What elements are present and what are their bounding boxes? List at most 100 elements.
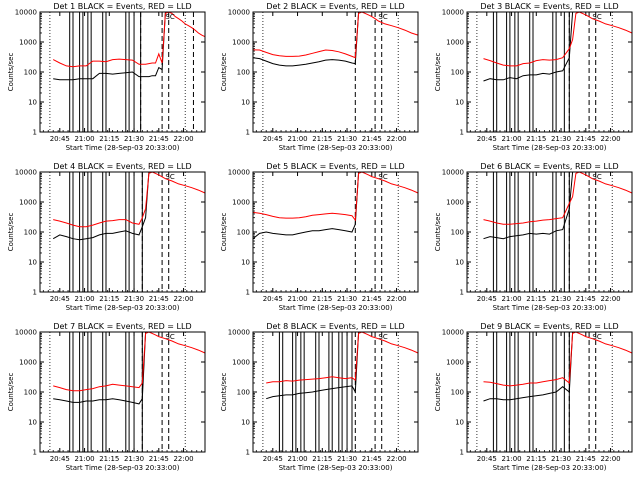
y-tick-label: 10 bbox=[241, 419, 250, 427]
chart-panel-det-4: Det 4 BLACK = Events, RED = LLD Counts/se… bbox=[7, 162, 206, 312]
sc-marker-label: SC bbox=[592, 333, 601, 341]
x-tick-label: 20:45 bbox=[50, 295, 70, 303]
x-tick-label: 21:15 bbox=[312, 295, 332, 303]
chart-title: Det 2 BLACK = Events, RED = LLD bbox=[266, 2, 404, 11]
y-tick-label: 1 bbox=[460, 129, 464, 137]
y-tick-label: 1000 bbox=[19, 359, 37, 367]
y-tick-label: 10 bbox=[241, 259, 250, 267]
series-line-lld bbox=[483, 331, 633, 387]
sc-marker-label: SC bbox=[378, 173, 387, 181]
y-axis-label: Counts/sec bbox=[7, 53, 15, 92]
sc-marker-label: SC bbox=[378, 13, 387, 21]
plot-frame bbox=[39, 11, 206, 133]
x-tick-label: 21:45 bbox=[362, 455, 382, 463]
series-line-lld bbox=[483, 11, 633, 67]
y-axis-label: Counts/sec bbox=[220, 213, 228, 252]
x-tick-label: 21:15 bbox=[526, 135, 546, 143]
chart-title: Det 8 BLACK = Events, RED = LLD bbox=[266, 322, 404, 331]
x-tick-label: 20:45 bbox=[477, 135, 497, 143]
x-tick-label: 21:00 bbox=[287, 135, 307, 143]
x-tick-label: 22:00 bbox=[386, 455, 406, 463]
series-line-events bbox=[53, 11, 166, 81]
x-tick-label: 21:00 bbox=[74, 455, 94, 463]
x-axis-label: Start Time (28-Sep-03 20:33:00) bbox=[279, 144, 393, 152]
x-tick-label: 20:45 bbox=[263, 135, 283, 143]
x-tick-label: 22:00 bbox=[173, 455, 193, 463]
series-line-lld bbox=[53, 171, 206, 228]
x-tick-label: 22:00 bbox=[173, 135, 193, 143]
x-tick-label: 21:45 bbox=[576, 455, 596, 463]
series-line-events bbox=[266, 331, 360, 400]
x-axis-label: Start Time (28-Sep-03 20:33:00) bbox=[66, 144, 180, 152]
series-line-lld bbox=[52, 11, 206, 68]
chart-title: Det 5 BLACK = Events, RED = LLD bbox=[266, 162, 404, 171]
series-line-events bbox=[483, 331, 574, 402]
y-axis-label: Counts/sec bbox=[7, 213, 15, 252]
y-tick-label: 10 bbox=[28, 419, 37, 427]
chart-title: Det 3 BLACK = Events, RED = LLD bbox=[480, 2, 618, 11]
chart-title: Det 9 BLACK = Events, RED = LLD bbox=[480, 322, 618, 331]
y-tick-label: 10 bbox=[455, 259, 464, 267]
x-tick-label: 21:45 bbox=[576, 135, 596, 143]
x-tick-label: 22:00 bbox=[600, 295, 620, 303]
y-tick-label: 100 bbox=[24, 229, 37, 237]
y-tick-label: 100 bbox=[237, 229, 250, 237]
x-tick-label: 21:30 bbox=[124, 455, 144, 463]
y-tick-label: 10000 bbox=[228, 9, 250, 17]
x-axis-label: Start Time (28-Sep-03 20:33:00) bbox=[279, 464, 393, 472]
chart-panel-det-5: Det 5 BLACK = Events, RED = LLD Counts/se… bbox=[220, 162, 419, 312]
x-tick-label: 21:45 bbox=[149, 295, 169, 303]
series-line-events bbox=[252, 171, 360, 240]
chart-title: Det 6 BLACK = Events, RED = LLD bbox=[480, 162, 618, 171]
y-tick-label: 1 bbox=[33, 449, 37, 457]
y-tick-label: 1 bbox=[246, 129, 250, 137]
x-tick-label: 20:45 bbox=[477, 455, 497, 463]
x-tick-label: 21:45 bbox=[149, 135, 169, 143]
x-tick-label: 22:00 bbox=[173, 295, 193, 303]
y-tick-label: 10 bbox=[28, 259, 37, 267]
x-tick-label: 21:45 bbox=[362, 295, 382, 303]
chart-panel-det-1: Det 1 BLACK = Events, RED = LLD Counts/se… bbox=[7, 2, 206, 152]
x-axis-label: Start Time (28-Sep-03 20:33:00) bbox=[66, 464, 180, 472]
y-tick-label: 1 bbox=[246, 289, 250, 297]
y-axis-label: Counts/sec bbox=[434, 53, 442, 92]
x-tick-label: 21:15 bbox=[99, 455, 119, 463]
y-tick-label: 1000 bbox=[232, 359, 250, 367]
x-tick-label: 21:30 bbox=[124, 295, 144, 303]
plot-frame bbox=[252, 11, 419, 133]
y-tick-label: 10000 bbox=[442, 9, 464, 17]
chart-panel-det-6: Det 6 BLACK = Events, RED = LLD Counts/se… bbox=[434, 162, 633, 312]
plot-frame bbox=[39, 331, 206, 453]
x-tick-label: 20:45 bbox=[50, 455, 70, 463]
chart-panel-det-9: Det 9 BLACK = Events, RED = LLD Counts/se… bbox=[434, 322, 633, 472]
y-tick-label: 10000 bbox=[15, 9, 37, 17]
x-tick-label: 22:00 bbox=[386, 135, 406, 143]
y-axis-label: Counts/sec bbox=[220, 53, 228, 92]
x-axis-label: Start Time (28-Sep-03 20:33:00) bbox=[279, 304, 393, 312]
x-tick-label: 20:45 bbox=[477, 295, 497, 303]
y-tick-label: 1000 bbox=[446, 199, 464, 207]
series-line-events bbox=[252, 11, 360, 67]
y-tick-label: 1 bbox=[460, 289, 464, 297]
series-line-events bbox=[52, 171, 150, 241]
x-tick-label: 20:45 bbox=[263, 295, 283, 303]
x-tick-label: 21:30 bbox=[337, 295, 357, 303]
x-tick-label: 21:15 bbox=[312, 135, 332, 143]
x-tick-label: 21:30 bbox=[551, 295, 571, 303]
y-tick-label: 10 bbox=[455, 419, 464, 427]
series-line-lld bbox=[252, 171, 419, 222]
plot-frame bbox=[466, 331, 633, 453]
chart-title: Det 1 BLACK = Events, RED = LLD bbox=[53, 2, 191, 11]
x-axis-label: Start Time (28-Sep-03 20:33:00) bbox=[493, 144, 607, 152]
y-axis-label: Counts/sec bbox=[434, 213, 442, 252]
series-line-lld bbox=[483, 171, 633, 225]
y-tick-label: 1 bbox=[460, 449, 464, 457]
x-tick-label: 20:45 bbox=[50, 135, 70, 143]
series-line-lld bbox=[252, 11, 419, 59]
x-tick-label: 21:30 bbox=[337, 455, 357, 463]
y-axis-label: Counts/sec bbox=[434, 373, 442, 412]
chart-title: Det 4 BLACK = Events, RED = LLD bbox=[53, 162, 191, 171]
series-line-events bbox=[53, 331, 147, 405]
sc-marker-label: SC bbox=[165, 13, 174, 21]
